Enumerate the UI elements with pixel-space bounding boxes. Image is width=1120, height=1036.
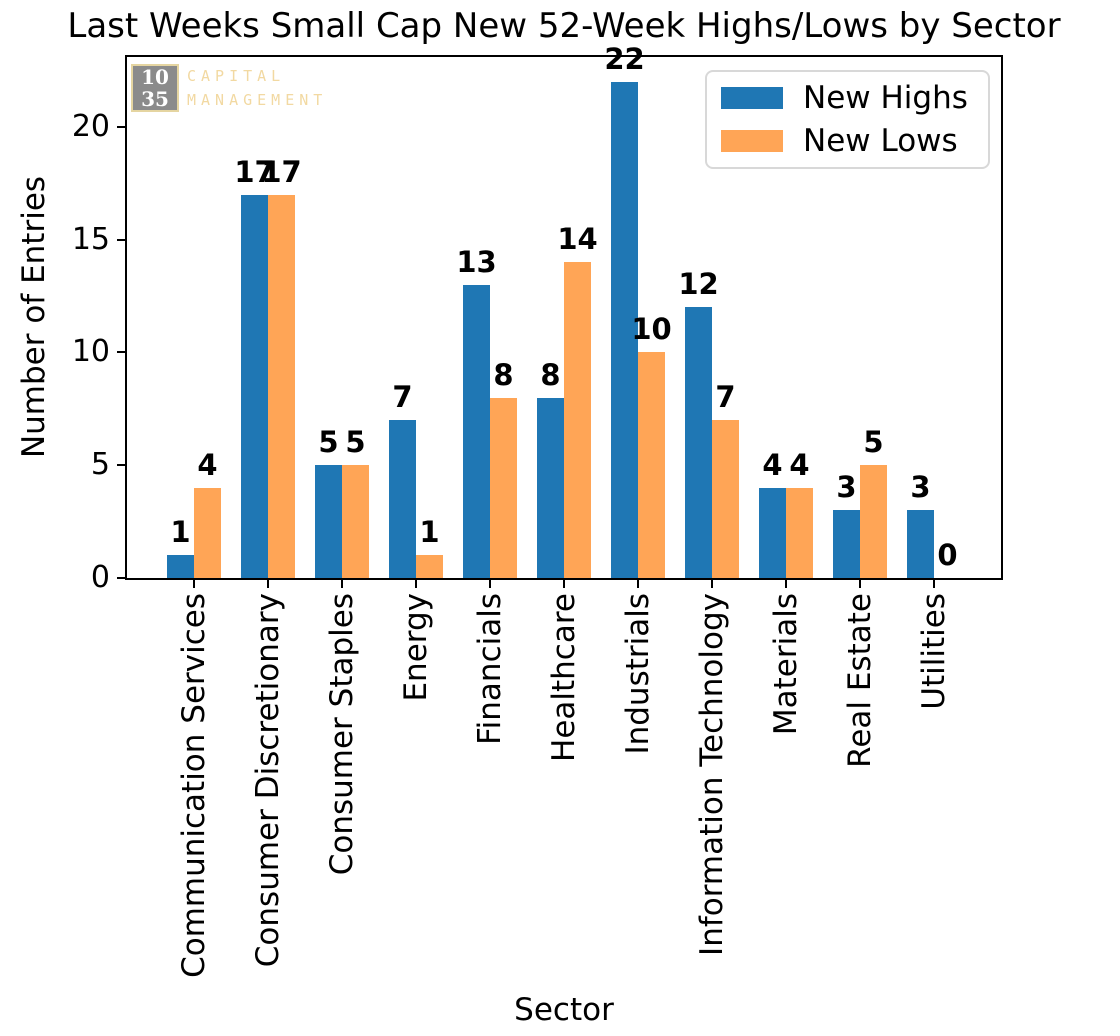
x-tick-label-communication-services: Communication Services [176, 593, 212, 978]
x-tick-label-consumer-discretionary: Consumer Discretionary [250, 593, 286, 968]
bar-new-highs-communication-services [167, 555, 194, 578]
bar-new-highs-consumer-staples [315, 465, 342, 578]
x-tick-label-information-technology: Information Technology [694, 593, 730, 956]
logo-box: 10 35 [131, 64, 179, 112]
bar-value-new-lows-consumer-discretionary: 17 [261, 155, 302, 189]
logo-brand-line2: MANAGEMENT [187, 91, 328, 109]
bar-value-new-highs-energy: 7 [392, 380, 413, 414]
bar-value-new-lows-utilities: 0 [937, 538, 958, 572]
bar-value-new-highs-financials: 13 [456, 245, 497, 279]
legend-entry-new-lows: New Lows [721, 123, 988, 159]
bar-new-lows-financials [490, 398, 517, 578]
x-axis-label: Sector [514, 992, 614, 1028]
x-tick-utilities [933, 580, 935, 588]
bar-new-lows-healthcare [564, 262, 591, 578]
legend-swatch-new-lows [721, 130, 783, 153]
logo-brand: CAPITAL MANAGEMENT [187, 67, 327, 109]
y-tick-label-20: 20 [71, 108, 110, 144]
x-tick-information-technology [711, 580, 713, 588]
x-tick-label-consumer-staples: Consumer Staples [324, 593, 360, 876]
x-tick-real-estate [859, 580, 861, 588]
plot-border [125, 55, 1003, 580]
x-tick-label-financials: Financials [472, 593, 508, 745]
bar-value-new-highs-consumer-staples: 5 [318, 425, 339, 459]
x-tick-consumer-discretionary [267, 580, 269, 588]
x-tick-financials [489, 580, 491, 588]
bar-new-lows-consumer-discretionary [268, 195, 295, 578]
x-tick-industrials [637, 580, 639, 588]
y-tick-5 [117, 464, 125, 467]
y-tick-label-5: 5 [90, 447, 110, 483]
x-tick-label-real-estate: Real Estate [842, 593, 878, 768]
x-tick-label-materials: Materials [768, 593, 804, 736]
bar-new-highs-healthcare [537, 398, 564, 578]
bar-new-lows-information-technology [712, 420, 739, 578]
y-tick-label-0: 0 [90, 560, 110, 595]
bar-new-highs-materials [759, 488, 786, 578]
bar-value-new-highs-materials: 4 [762, 448, 783, 482]
bar-value-new-lows-healthcare: 14 [557, 222, 598, 256]
bar-value-new-lows-materials: 4 [789, 448, 810, 482]
y-tick-20 [117, 125, 125, 128]
y-tick-label-10: 10 [71, 334, 110, 370]
bar-value-new-highs-healthcare: 8 [540, 358, 561, 392]
bar-value-new-highs-utilities: 3 [910, 470, 931, 504]
bar-value-new-highs-communication-services: 1 [170, 515, 191, 549]
x-tick-label-healthcare: Healthcare [546, 593, 582, 762]
logo-number-bottom: 35 [141, 87, 169, 111]
bar-new-highs-information-technology [685, 307, 712, 578]
bar-value-new-highs-industrials: 22 [604, 42, 645, 76]
bar-new-lows-consumer-staples [342, 465, 369, 578]
bar-value-new-lows-energy: 1 [419, 515, 440, 549]
bar-value-new-highs-information-technology: 12 [678, 267, 719, 301]
chart-title: Last Weeks Small Cap New 52-Week Highs/L… [67, 6, 1061, 46]
legend: New Highs New Lows [705, 70, 990, 169]
x-tick-consumer-staples [341, 580, 343, 588]
y-tick-15 [117, 238, 125, 241]
legend-entry-new-highs: New Highs [721, 80, 988, 116]
x-tick-label-utilities: Utilities [916, 593, 952, 710]
x-tick-label-industrials: Industrials [620, 593, 656, 755]
bar-new-highs-financials [463, 285, 490, 578]
legend-swatch-new-highs [721, 86, 783, 109]
logo-brand-line1: CAPITAL [187, 67, 286, 85]
bar-value-new-lows-communication-services: 4 [197, 448, 218, 482]
bar-value-new-highs-real-estate: 3 [836, 470, 857, 504]
bar-new-lows-real-estate [860, 465, 887, 578]
y-tick-0 [117, 577, 125, 579]
y-tick-10 [117, 351, 125, 354]
bar-new-highs-utilities [907, 510, 934, 578]
x-tick-healthcare [563, 580, 565, 588]
bar-new-lows-materials [786, 488, 813, 578]
bar-value-new-lows-industrials: 10 [631, 312, 672, 346]
bar-new-highs-consumer-discretionary [241, 195, 268, 578]
bar-new-highs-industrials [611, 82, 638, 578]
y-axis-label: Number of Entries [16, 175, 52, 459]
bar-new-highs-energy [389, 420, 416, 578]
x-tick-energy [415, 580, 417, 588]
legend-label-new-lows: New Lows [803, 123, 958, 160]
bar-value-new-highs-consumer-discretionary: 17 [234, 155, 275, 189]
x-tick-materials [785, 580, 787, 588]
bar-new-lows-communication-services [194, 488, 221, 578]
legend-label-new-highs: New Highs [803, 79, 968, 116]
bar-value-new-lows-financials: 8 [493, 358, 514, 392]
bar-new-highs-real-estate [833, 510, 860, 578]
bar-value-new-lows-real-estate: 5 [863, 425, 884, 459]
x-tick-label-energy: Energy [398, 593, 434, 702]
logo: 10 35 CAPITAL MANAGEMENT [131, 64, 327, 112]
y-tick-label-15: 15 [71, 221, 110, 257]
bar-value-new-lows-information-technology: 7 [715, 380, 736, 414]
plot-area: 1 17 5 7 13 8 22 12 4 3 3 4 17 5 1 8 14 10 7 4 5 0 [127, 43, 1001, 578]
bar-new-lows-energy [416, 555, 443, 578]
bar-value-new-lows-consumer-staples: 5 [345, 425, 366, 459]
bar-new-lows-industrials [638, 352, 665, 578]
logo-number-top: 10 [141, 65, 169, 89]
x-tick-communication-services [193, 580, 195, 588]
